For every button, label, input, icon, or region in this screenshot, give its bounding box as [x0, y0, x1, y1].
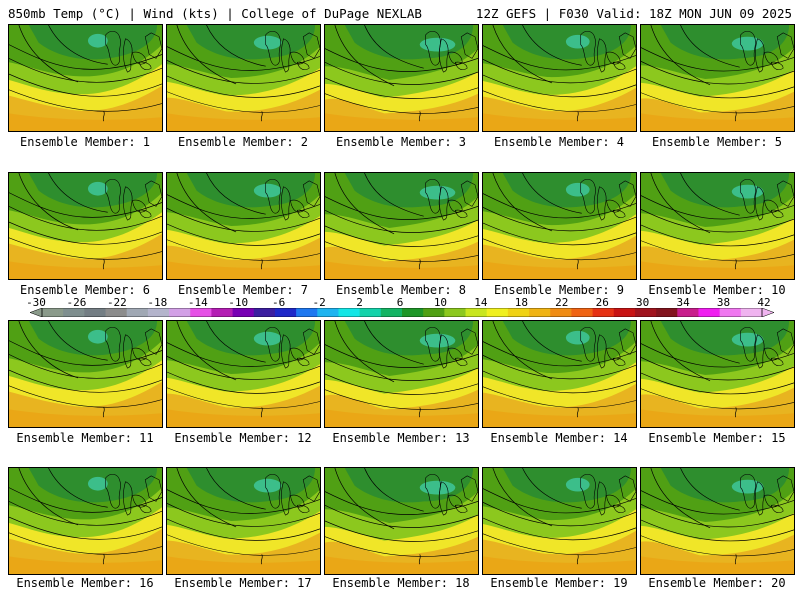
colorbar-swatch [105, 308, 128, 317]
ensemble-map-1 [8, 24, 163, 132]
ensemble-map-12 [166, 320, 321, 428]
colorbar-swatch [634, 308, 657, 317]
colorbar-tick-label: 18 [514, 296, 528, 309]
ensemble-member-label: Ensemble Member: 4 [493, 135, 625, 149]
colorbar-tick-label: 42 [757, 296, 771, 309]
ensemble-member-label: Ensemble Member: 13 [332, 431, 470, 445]
colorbar-swatch [486, 308, 509, 317]
colorbar-swatch [147, 308, 170, 317]
colorbar-swatch [63, 308, 85, 317]
colorbar-swatch [465, 308, 488, 317]
colorbar-tick-label: -6 [272, 296, 286, 309]
colorbar-swatch [126, 308, 149, 317]
ensemble-map-17 [166, 467, 321, 575]
colorbar-swatch [423, 308, 445, 317]
colorbar-swatch [613, 308, 636, 317]
colorbar-tick-label: 10 [433, 296, 448, 309]
ensemble-member-label: Ensemble Member: 12 [174, 431, 312, 445]
colorbar-swatch [529, 308, 551, 317]
ensemble-member-label: Ensemble Member: 18 [332, 576, 470, 590]
ensemble-map-13 [324, 320, 479, 428]
colorbar-tick-label: 30 [636, 296, 650, 309]
colorbar-tick-label: -22 [106, 296, 127, 309]
colorbar-tick-label: -18 [147, 296, 168, 309]
ensemble-map-3 [324, 24, 479, 132]
colorbar-tick-label: 2 [356, 296, 363, 309]
colorbar-max-arrow [761, 308, 774, 317]
ensemble-member-label: Ensemble Member: 20 [648, 576, 786, 590]
colorbar-swatch [253, 308, 276, 317]
colorbar-tick-label: 22 [555, 296, 569, 309]
ensemble-member-label: Ensemble Member: 16 [16, 576, 154, 590]
ensemble-map-15 [640, 320, 795, 428]
ensemble-member-label: Ensemble Member: 17 [174, 576, 312, 590]
colorbar-tick-label: -10 [228, 296, 249, 309]
colorbar-swatch [42, 308, 64, 317]
ensemble-member-label: Ensemble Member: 8 [335, 283, 467, 297]
ensemble-map-8 [324, 172, 479, 280]
colorbar-swatch [211, 308, 234, 317]
ensemble-map-14 [482, 320, 637, 428]
colorbar-swatch [274, 308, 297, 317]
ensemble-member-label: Ensemble Member: 14 [490, 431, 628, 445]
ensemble-map-11 [8, 320, 163, 428]
colorbar-swatch [656, 308, 678, 317]
colorbar-tick-label: 38 [716, 296, 731, 309]
colorbar-tick-label: -14 [187, 296, 208, 309]
ensemble-member-label: Ensemble Member: 2 [177, 135, 309, 149]
run-info: 12Z GEFS | F030 Valid: 18Z MON JUN 09 20… [475, 6, 792, 21]
ensemble-map-19 [482, 467, 637, 575]
ensemble-map-16 [8, 467, 163, 575]
colorbar-swatch [169, 308, 191, 317]
ensemble-member-label: Ensemble Member: 19 [490, 576, 628, 590]
colorbar-swatch [338, 308, 361, 317]
ensemble-map-4 [482, 24, 637, 132]
ensemble-map-20 [640, 467, 795, 575]
ensemble-map-9 [482, 172, 637, 280]
ensemble-member-label: Ensemble Member: 5 [651, 135, 783, 149]
temperature-colorbar [30, 308, 774, 317]
colorbar-swatch [698, 308, 721, 317]
colorbar-swatch [402, 308, 424, 317]
ensemble-map-6 [8, 172, 163, 280]
colorbar-swatch [592, 308, 615, 317]
colorbar-tick-label: 14 [474, 296, 488, 309]
colorbar-tick-label: -26 [66, 296, 87, 309]
ensemble-map-10 [640, 172, 795, 280]
colorbar-swatch [740, 308, 763, 317]
colorbar-tick-label: -30 [26, 296, 46, 309]
colorbar-tick-label: 34 [676, 296, 690, 309]
ensemble-map-7 [166, 172, 321, 280]
colorbar-tick-label: -2 [312, 296, 326, 309]
colorbar-swatch [550, 308, 572, 317]
colorbar-swatch [359, 308, 382, 317]
colorbar-swatch [317, 308, 339, 317]
colorbar-tick-label: 26 [595, 296, 609, 309]
colorbar-swatch [84, 308, 107, 317]
ensemble-member-label: Ensemble Member: 7 [177, 283, 309, 297]
ensemble-member-label: Ensemble Member: 15 [648, 431, 786, 445]
ensemble-member-label: Ensemble Member: 1 [19, 135, 151, 149]
colorbar-swatch [571, 308, 594, 317]
ensemble-map-5 [640, 24, 795, 132]
colorbar-swatch [719, 308, 742, 317]
colorbar-min-arrow [30, 308, 43, 317]
ensemble-map-2 [166, 24, 321, 132]
colorbar-swatch [677, 308, 699, 317]
ensemble-member-label: Ensemble Member: 10 [648, 283, 786, 297]
ensemble-member-label: Ensemble Member: 11 [16, 431, 154, 445]
colorbar-swatch [232, 308, 255, 317]
colorbar-swatch [190, 308, 212, 317]
colorbar-swatch [380, 308, 403, 317]
colorbar-swatch [507, 308, 530, 317]
ensemble-member-label: Ensemble Member: 3 [335, 135, 467, 149]
ensemble-map-18 [324, 467, 479, 575]
colorbar-swatch [296, 308, 318, 317]
colorbar-swatch [444, 308, 467, 317]
ensemble-member-label: Ensemble Member: 9 [493, 283, 625, 297]
page-title: 850mb Temp (°C) | Wind (kts) | College o… [8, 6, 422, 21]
colorbar-tick-label: 6 [396, 296, 404, 309]
ensemble-member-label: Ensemble Member: 6 [19, 283, 151, 297]
